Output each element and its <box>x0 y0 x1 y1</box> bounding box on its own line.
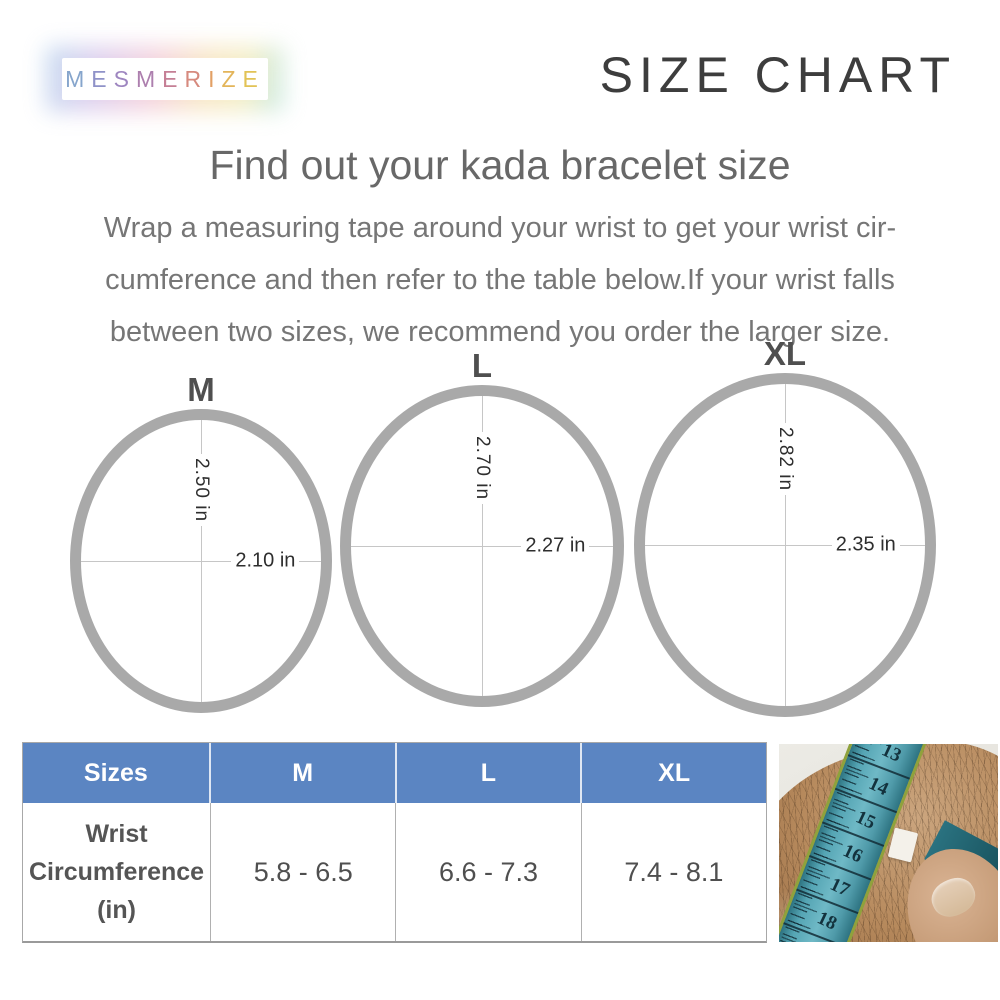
brand-letter: S <box>113 65 136 92</box>
ring-size-label: L <box>471 347 493 384</box>
horizontal-axis-line <box>81 561 321 562</box>
row-label-wrist-circumference: Wrist Circumference (in) <box>29 820 205 924</box>
brand-logo: M E S M E R I Z E <box>46 46 284 112</box>
bracelet-ring-outline: 2.70 in 2.27 in <box>340 385 624 707</box>
brand-letter: E <box>91 65 114 92</box>
horizontal-diameter-label: 2.27 in <box>521 534 590 558</box>
instructions-line: Wrap a measuring tape around your wrist … <box>103 212 897 244</box>
ring-size-label: M <box>187 371 215 408</box>
thumb-nail <box>925 871 982 924</box>
column-header-l: L <box>394 743 581 803</box>
vertical-diameter-label: 2.82 in <box>774 422 796 495</box>
section-heading: Find out your kada bracelet size <box>209 142 791 188</box>
ring-diagram-xl: XL 2.82 in 2.35 in <box>634 336 936 717</box>
page-title: SIZE CHART <box>599 47 956 103</box>
ring-size-label: XL <box>763 335 807 372</box>
table-row: Wrist Circumference (in) 5.8 - 6.5 6.6 -… <box>23 803 766 941</box>
tape-number: 18 <box>813 907 840 935</box>
vertical-diameter-label: 2.70 in <box>471 432 493 505</box>
bracelet-ring-outline: 2.50 in 2.10 in <box>70 409 332 713</box>
brand-letter: R <box>184 65 209 92</box>
brand-letter: M <box>135 65 163 92</box>
horizontal-diameter-label: 2.35 in <box>831 533 900 557</box>
horizontal-diameter-label: 2.10 in <box>231 549 300 573</box>
wrist-measurement-photo: 13 14 15 16 17 18 <box>779 744 998 942</box>
brand-letter: Z <box>221 65 243 92</box>
brand-letter: M <box>65 65 92 92</box>
logo-box: M E S M E R I Z E <box>62 58 268 100</box>
brand-letter: E <box>162 65 185 92</box>
ring-diagram-l: L 2.70 in 2.27 in <box>340 348 624 707</box>
brand-letter: E <box>242 65 265 92</box>
vertical-diameter-label: 2.50 in <box>190 453 212 526</box>
ring-diagram-m: M 2.50 in 2.10 in <box>70 372 332 713</box>
column-header-xl: XL <box>580 743 766 803</box>
horizontal-axis-line <box>645 545 925 546</box>
instructions-line: cumference and then refer to the table b… <box>105 264 895 296</box>
instructions-line: between two sizes, we recommend you orde… <box>109 316 891 348</box>
value-m: 5.8 - 6.5 <box>210 803 395 941</box>
value-l: 6.6 - 7.3 <box>395 803 580 941</box>
size-table-header-row: Sizes M L XL <box>23 743 766 803</box>
brand-letter: I <box>208 65 222 92</box>
size-table: Sizes M L XL Wrist Circumference (in) 5.… <box>22 742 767 943</box>
horizontal-axis-line <box>351 546 613 547</box>
column-header-m: M <box>208 743 395 803</box>
value-xl: 7.4 - 8.1 <box>580 803 766 941</box>
bracelet-ring-outline: 2.82 in 2.35 in <box>634 373 936 717</box>
instructions-text: Wrap a measuring tape around your wrist … <box>0 202 1000 358</box>
column-header-sizes: Sizes <box>83 758 148 787</box>
